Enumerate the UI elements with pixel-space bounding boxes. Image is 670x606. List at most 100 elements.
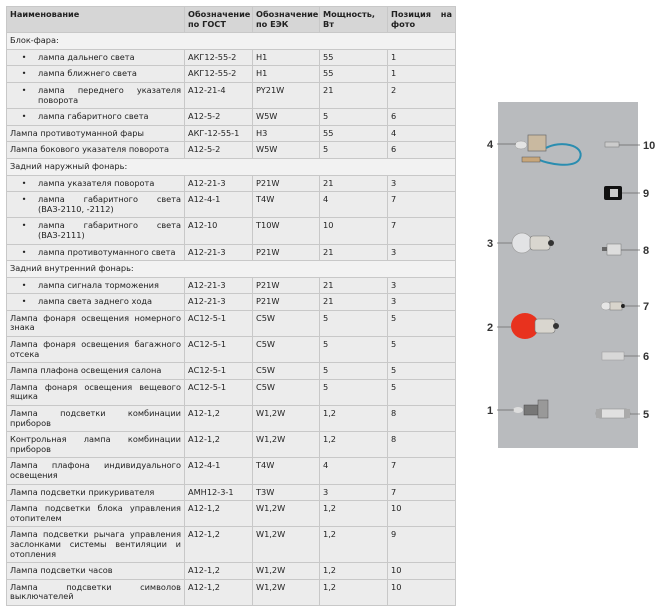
cell-eek: C5W (252, 309, 320, 338)
cell-position: 4 (387, 124, 456, 143)
cell-name: • лампа указателя поворота (6, 174, 185, 193)
cell-position: 2 (387, 81, 456, 110)
cell-position: 10 (387, 578, 456, 606)
cell-name: • лампа сигнала торможения (6, 276, 185, 295)
cell-name: Лампа противотуманной фары (6, 124, 185, 143)
cell-name-text: лампа ближнего света (38, 68, 137, 79)
cell-power: 5 (319, 336, 388, 364)
section-title: Задний наружный фонарь: (6, 157, 456, 176)
table-row: • лампа указателя поворота А12-21-3 P21W 21 3 (6, 174, 456, 193)
cell-position: 10 (387, 562, 456, 580)
cell-power: 55 (319, 65, 388, 83)
table-row: • лампа ближнего света АКГ12-55-2 H1 55 1 (6, 65, 456, 83)
table-row: Лампа подсветки часов А12-1,2 W1,2W 1,2 10 (6, 562, 456, 580)
cell-power: 5 (319, 362, 388, 380)
lamps-photo: 4 3 2 1 10 9 8 7 6 5 (487, 102, 655, 448)
bullet-icon: • (21, 84, 27, 95)
table-row: • лампа габаритного света А12-5-2 W5W 5 6 (6, 108, 456, 126)
photo-background (498, 102, 638, 448)
photo-label-9: 9 (643, 188, 649, 200)
cell-power: 4 (319, 457, 388, 485)
cell-name: Лампа фонаря освещения вещевого ящика (6, 378, 185, 407)
cell-position: 9 (387, 526, 456, 564)
cell-name: Лампа подсветки часов (6, 562, 185, 580)
section-title: Задний внутренний фонарь: (6, 260, 456, 278)
header-position: Позиция на фото (387, 5, 456, 34)
cell-eek: P21W (252, 276, 320, 295)
cell-position: 7 (387, 483, 456, 502)
cell-eek: T4W (252, 191, 320, 219)
cell-eek: H1 (252, 48, 320, 67)
cell-eek: T4W (252, 457, 320, 485)
photo-label-1: 1 (487, 405, 493, 417)
cell-eek: W1,2W (252, 500, 320, 528)
cell-name: Лампа подсветки комбинации приборов (6, 405, 185, 433)
cell-eek: H1 (252, 65, 320, 83)
lamp-9-image (604, 186, 622, 200)
photo-label-3: 3 (487, 238, 493, 250)
bullet-icon: • (21, 279, 27, 290)
header-name: Наименование (6, 5, 185, 34)
bullet-icon: • (21, 246, 27, 257)
table-row: • лампа дальнего света АКГ12-55-2 H1 55 1 (6, 48, 456, 67)
cell-eek: W1,2W (252, 562, 320, 580)
cell-power: 5 (319, 378, 388, 407)
cell-position: 6 (387, 141, 456, 159)
cell-position: 7 (387, 457, 456, 485)
cell-gost: А12-4-1 (184, 191, 253, 219)
cell-eek: C5W (252, 378, 320, 407)
cell-eek: T10W (252, 217, 320, 245)
cell-name-text: лампа указателя поворота (38, 177, 155, 188)
cell-eek: W5W (252, 141, 320, 159)
table-row: Лампа подсветки блока управления отопите… (6, 500, 456, 528)
table-row: Контрольная лампа комбинации приборов А12… (6, 431, 456, 459)
bullet-icon: • (21, 296, 27, 307)
lamp-6-image (601, 351, 625, 361)
cell-name-text: лампа дальнего света (38, 51, 135, 62)
cell-power: 5 (319, 141, 388, 159)
lamp-5-image (595, 408, 631, 419)
photo-label-4: 4 (487, 139, 494, 151)
cell-power: 1,2 (319, 405, 388, 433)
cell-eek: P21W (252, 174, 320, 193)
table-row: Лампа противотуманной фары АКГ-12-55-1 H3 5… (6, 124, 456, 143)
header-power: Мощность, Вт (319, 5, 388, 34)
cell-power: 21 (319, 276, 388, 295)
cell-power: 5 (319, 309, 388, 338)
cell-name: • лампа габаритного света (ВАЗ-2110, -211… (6, 191, 185, 219)
cell-gost: А12-1,2 (184, 405, 253, 433)
cell-position: 5 (387, 362, 456, 380)
cell-eek: C5W (252, 336, 320, 364)
cell-power: 55 (319, 48, 388, 67)
photo-label-2: 2 (487, 322, 493, 334)
cell-position: 7 (387, 217, 456, 245)
cell-power: 5 (319, 108, 388, 126)
cell-eek: H3 (252, 124, 320, 143)
table-row: Лампа бокового указателя поворота А12-5-2… (6, 141, 456, 159)
cell-name: Лампа подсветки блока управления отопите… (6, 500, 185, 528)
cell-gost: А12-5-2 (184, 108, 253, 126)
header-eek: Обозначение по ЕЭК (252, 5, 320, 34)
cell-name: Лампа бокового указателя поворота (6, 141, 185, 159)
cell-eek: W1,2W (252, 526, 320, 564)
table-row: Лампа фонаря освещения номерного знака АС… (6, 309, 456, 338)
cell-power: 10 (319, 217, 388, 245)
table-row: Лампа плафона индивидуального освещения А… (6, 457, 456, 485)
cell-gost: А12-1,2 (184, 431, 253, 459)
cell-eek: W5W (252, 108, 320, 126)
cell-eek: P21W (252, 293, 320, 311)
lamp-h1-image (513, 399, 549, 419)
cell-position: 3 (387, 293, 456, 311)
table-row: • лампа переднего указателя поворота А12-2… (6, 81, 456, 110)
photo-label-7: 7 (643, 301, 649, 313)
cell-power: 3 (319, 483, 388, 502)
cell-gost: АС12-5-1 (184, 362, 253, 380)
lamp-py21w-image (511, 313, 559, 339)
cell-name: Лампа фонаря освещения номерного знака (6, 309, 185, 338)
lamp-table: Наименование Обозначение по ГОСТ Обознач… (6, 5, 456, 606)
cell-position: 8 (387, 431, 456, 459)
lamp-p21w-image (511, 232, 554, 254)
header-gost: Обозначение по ГОСТ (184, 5, 253, 34)
cell-gost: АС12-5-1 (184, 309, 253, 338)
cell-position: 5 (387, 336, 456, 364)
